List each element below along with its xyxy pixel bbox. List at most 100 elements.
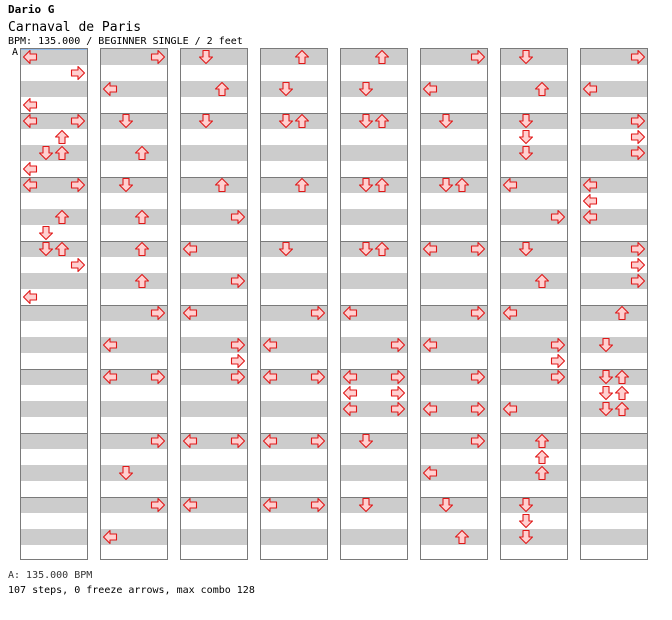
left-arrow-icon bbox=[422, 81, 438, 97]
right-arrow-icon bbox=[230, 433, 246, 449]
measure-line bbox=[421, 433, 487, 434]
up-arrow-icon bbox=[134, 209, 150, 225]
song-title: Carnaval de Paris bbox=[8, 20, 142, 35]
chart-column bbox=[260, 48, 328, 560]
beat-band bbox=[261, 177, 327, 193]
beat-band bbox=[421, 273, 487, 289]
beat-band bbox=[261, 433, 327, 449]
right-arrow-icon bbox=[470, 369, 486, 385]
right-arrow-icon bbox=[70, 65, 86, 81]
beat-band bbox=[101, 81, 167, 97]
beat-band bbox=[261, 529, 327, 545]
left-arrow-icon bbox=[102, 369, 118, 385]
beat-band bbox=[21, 497, 87, 513]
beat-band bbox=[341, 81, 407, 97]
beat-band bbox=[261, 145, 327, 161]
up-arrow-icon bbox=[294, 113, 310, 129]
measure-line bbox=[501, 305, 567, 306]
measure-line bbox=[341, 113, 407, 114]
right-arrow-icon bbox=[550, 209, 566, 225]
down-arrow-icon bbox=[358, 433, 374, 449]
measure-line bbox=[581, 433, 647, 434]
down-arrow-icon bbox=[358, 177, 374, 193]
right-arrow-icon bbox=[630, 49, 646, 65]
beat-band bbox=[501, 81, 567, 97]
left-arrow-icon bbox=[182, 433, 198, 449]
up-arrow-icon bbox=[294, 49, 310, 65]
down-arrow-icon bbox=[358, 81, 374, 97]
right-arrow-icon bbox=[310, 433, 326, 449]
measure-line bbox=[181, 241, 247, 242]
beat-band bbox=[501, 465, 567, 481]
beat-band bbox=[181, 497, 247, 513]
left-arrow-icon bbox=[182, 241, 198, 257]
beat-band bbox=[581, 529, 647, 545]
beat-band bbox=[181, 337, 247, 353]
down-arrow-icon bbox=[598, 337, 614, 353]
measure-line bbox=[501, 369, 567, 370]
beat-band bbox=[581, 337, 647, 353]
down-arrow-icon bbox=[358, 113, 374, 129]
down-arrow-icon bbox=[598, 385, 614, 401]
beat-band bbox=[421, 113, 487, 129]
up-arrow-icon bbox=[614, 401, 630, 417]
down-arrow-icon bbox=[518, 145, 534, 161]
beat-band bbox=[21, 81, 87, 97]
chart-column bbox=[420, 48, 488, 560]
measure-line bbox=[341, 241, 407, 242]
beat-band bbox=[101, 529, 167, 545]
left-arrow-icon bbox=[262, 369, 278, 385]
beat-band bbox=[101, 305, 167, 321]
beat-band bbox=[261, 209, 327, 225]
right-arrow-icon bbox=[550, 369, 566, 385]
measure-line bbox=[421, 113, 487, 114]
beat-band bbox=[101, 337, 167, 353]
beat-band bbox=[501, 145, 567, 161]
beat-band bbox=[261, 337, 327, 353]
beat-band bbox=[421, 81, 487, 97]
right-arrow-icon bbox=[70, 113, 86, 129]
measure-line bbox=[581, 497, 647, 498]
beat-band bbox=[261, 497, 327, 513]
right-arrow-icon bbox=[390, 337, 406, 353]
beat-band bbox=[261, 465, 327, 481]
beat-band bbox=[181, 241, 247, 257]
measure-line bbox=[101, 241, 167, 242]
up-arrow-icon bbox=[374, 177, 390, 193]
up-arrow-icon bbox=[614, 385, 630, 401]
beat-band bbox=[101, 273, 167, 289]
artist-name: Dario G bbox=[8, 3, 55, 16]
left-arrow-icon bbox=[262, 433, 278, 449]
beat-band bbox=[341, 369, 407, 385]
left-arrow-icon bbox=[22, 113, 38, 129]
beat-band bbox=[421, 145, 487, 161]
measure-line bbox=[261, 369, 327, 370]
right-arrow-icon bbox=[150, 433, 166, 449]
beat-band bbox=[21, 401, 87, 417]
right-arrow-icon bbox=[70, 257, 86, 273]
measure-line bbox=[341, 177, 407, 178]
left-arrow-icon bbox=[342, 369, 358, 385]
down-arrow-icon bbox=[198, 49, 214, 65]
beat-band bbox=[341, 433, 407, 449]
chart-column bbox=[100, 48, 168, 560]
beat-band bbox=[341, 145, 407, 161]
chart-column bbox=[20, 48, 88, 560]
beat-band bbox=[421, 209, 487, 225]
measure-line bbox=[101, 177, 167, 178]
step-stats: 107 steps, 0 freeze arrows, max combo 12… bbox=[8, 585, 255, 596]
chart-column bbox=[500, 48, 568, 560]
down-arrow-icon bbox=[518, 129, 534, 145]
beat-band bbox=[581, 145, 647, 161]
beat-band bbox=[101, 465, 167, 481]
bpm-change-marker: A bbox=[12, 47, 19, 58]
beat-band bbox=[501, 433, 567, 449]
left-arrow-icon bbox=[342, 385, 358, 401]
beat-band bbox=[181, 49, 247, 65]
up-arrow-icon bbox=[134, 241, 150, 257]
down-arrow-icon bbox=[358, 497, 374, 513]
left-arrow-icon bbox=[102, 337, 118, 353]
down-arrow-icon bbox=[278, 113, 294, 129]
beat-band bbox=[261, 81, 327, 97]
left-arrow-icon bbox=[422, 401, 438, 417]
